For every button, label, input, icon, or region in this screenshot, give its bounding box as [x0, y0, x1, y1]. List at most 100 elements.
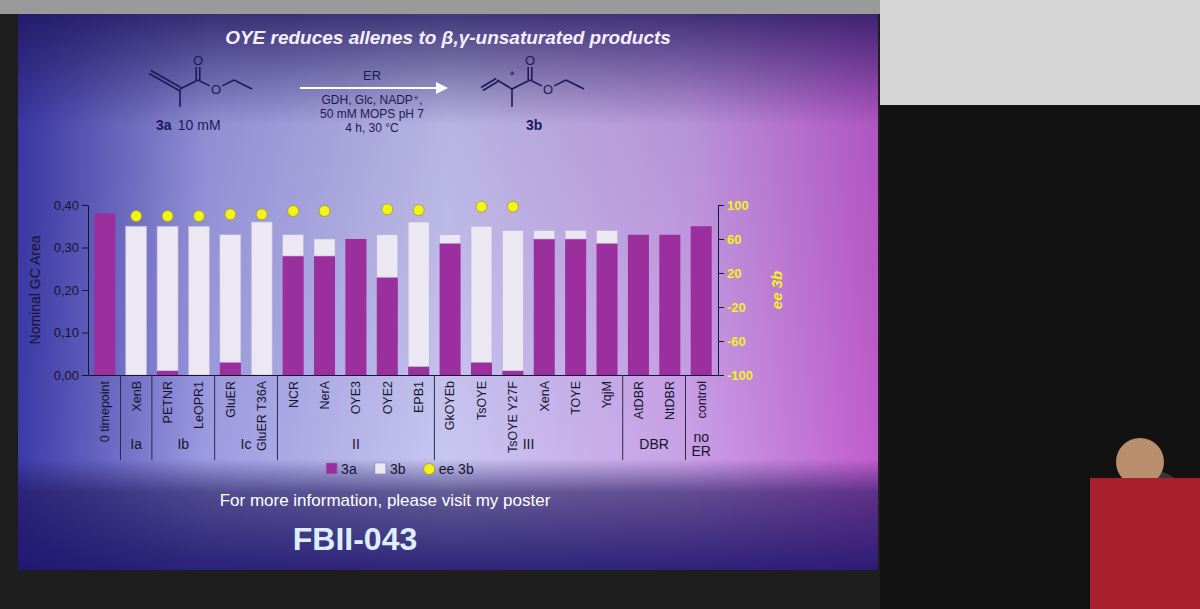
bar	[565, 231, 586, 240]
bar	[597, 243, 618, 375]
reaction-arrow	[300, 87, 440, 89]
tick-label: 0,30	[54, 240, 79, 255]
ee-point	[162, 211, 173, 222]
category-label: TOYE	[569, 381, 583, 415]
bar	[94, 213, 115, 214]
compound-label: 3a	[156, 117, 172, 133]
tick-label: 60	[727, 232, 741, 247]
bar	[597, 231, 618, 244]
bond	[554, 80, 566, 86]
group-label: II	[352, 436, 360, 452]
category-label: PETNR	[161, 381, 175, 423]
tick: XenB	[130, 381, 144, 412]
ee-point	[131, 211, 142, 222]
tick-label: 0,00	[54, 368, 79, 383]
tick: GluER	[224, 381, 238, 418]
tick: 0,40	[54, 198, 88, 213]
category-label: EPB1	[412, 381, 426, 413]
ee-point	[193, 211, 204, 222]
bar	[659, 235, 680, 375]
tick: 60	[718, 232, 741, 247]
category-label: XenB	[130, 381, 144, 412]
group-label: Ia	[130, 436, 142, 452]
tick: AtDBR	[632, 381, 646, 419]
group-separator	[434, 375, 435, 460]
tick-label: -20	[727, 300, 746, 315]
bar	[628, 235, 649, 375]
category-label: TsOYE Y27F	[506, 381, 520, 453]
bar	[314, 256, 335, 375]
tick: EPB1	[412, 381, 426, 413]
bar	[565, 239, 586, 375]
legend-item: 3a	[326, 461, 357, 477]
bar	[157, 371, 178, 375]
bar	[377, 235, 398, 278]
tick: 0,30	[54, 240, 88, 255]
axis-line	[88, 206, 89, 376]
category-label: OYE2	[381, 381, 395, 414]
category-label: TsOYE	[475, 381, 489, 420]
bar	[659, 234, 680, 235]
ee-point	[413, 205, 424, 216]
bar	[440, 243, 461, 375]
reagent-label: ER	[363, 68, 381, 83]
ee-point	[256, 209, 267, 220]
stereocenter-mark: *	[510, 69, 515, 83]
tick: NerA	[318, 380, 332, 409]
category-label: GluER	[224, 381, 238, 418]
legend-label: 3b	[390, 461, 406, 477]
tick: -20	[718, 300, 746, 315]
tick-mark	[718, 375, 724, 376]
tick: 100	[718, 198, 749, 213]
bond	[166, 79, 181, 88]
title: OYE reduces allenes to β,γ-unsaturated p…	[225, 27, 671, 48]
legend-swatch	[424, 464, 435, 475]
bar	[126, 226, 147, 375]
tick: 20	[718, 266, 741, 281]
group-separator	[622, 375, 623, 460]
atom-label: O	[543, 82, 553, 97]
bar	[691, 226, 712, 375]
ee-point	[382, 204, 393, 215]
condition-label: 50 mM MOPS pH 7	[320, 107, 424, 121]
bond	[483, 82, 498, 91]
axis-line	[718, 206, 719, 376]
tick-mark	[718, 205, 724, 206]
bond	[180, 80, 198, 89]
tick-label: 0,10	[54, 325, 79, 340]
category-label: LeOPR1	[192, 381, 206, 429]
condition-label: GDH, Glc, NADP⁺,	[321, 93, 422, 107]
category-label: OYE3	[349, 381, 363, 414]
bond	[151, 70, 166, 79]
bond	[198, 80, 210, 86]
tick: -100	[718, 368, 753, 383]
tick-mark	[82, 248, 88, 249]
tick: 0 timepoint	[98, 380, 112, 442]
tick: TsOYE Y27F	[506, 381, 520, 453]
bond	[511, 89, 513, 107]
bar	[691, 226, 712, 227]
tick-mark	[718, 239, 724, 240]
group-separator	[685, 375, 686, 460]
x-axis: 0 timepoint XenB PETNR LeOPR1 GluER GluER T36…	[89, 376, 719, 454]
category-label: XenA	[538, 380, 552, 411]
tick: NtDBR	[663, 381, 677, 420]
tick-label: -100	[727, 368, 753, 383]
category-label: 0 timepoint	[98, 380, 112, 442]
category-label: GluER T36A	[255, 380, 269, 451]
condition-label: 4 h, 30 °C	[345, 121, 399, 135]
legend-swatch	[326, 463, 337, 474]
tick-mark	[718, 273, 724, 274]
tick: TOYE	[569, 381, 583, 415]
bar	[628, 234, 649, 235]
tick: OYE2	[381, 381, 395, 414]
bond	[149, 74, 164, 83]
tick: NCR	[287, 381, 301, 408]
slide-shade	[18, 14, 878, 570]
y-axis: 0,000,100,200,300,40	[54, 198, 89, 383]
tick-label: 100	[727, 198, 749, 213]
bar	[314, 239, 335, 256]
tick-label: 0,40	[54, 198, 79, 213]
bar	[283, 256, 304, 375]
category-label: NerA	[318, 380, 332, 409]
